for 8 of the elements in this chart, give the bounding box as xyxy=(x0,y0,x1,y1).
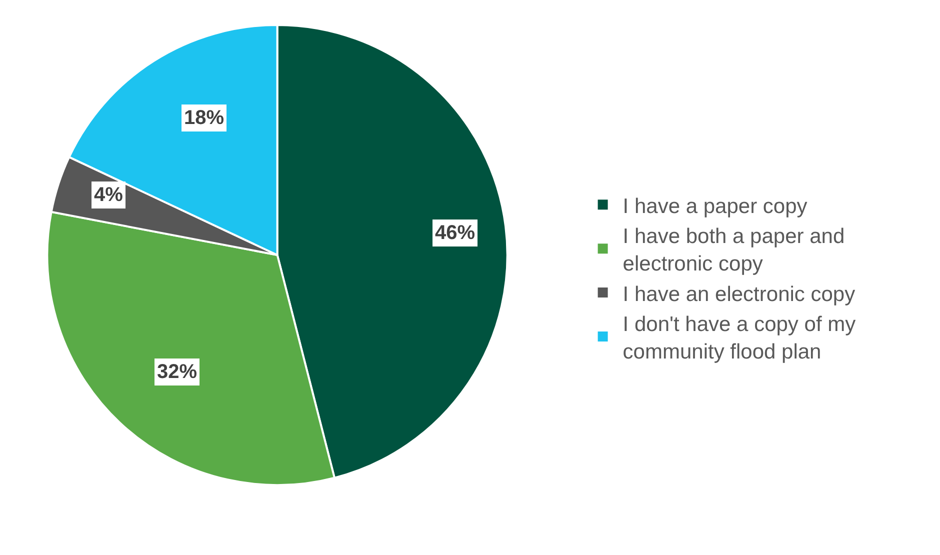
data-label: 46% xyxy=(435,222,476,244)
legend-label: I don't have a copy of my community flood plan xyxy=(622,313,856,364)
data-label: 18% xyxy=(184,107,224,129)
legend-label: I have an electronic copy xyxy=(622,282,856,306)
legend-label: I have a paper copy xyxy=(622,194,808,218)
legend-label: I have both a paper and electronic copy xyxy=(622,225,845,276)
data-label: 4% xyxy=(94,184,124,206)
data-label: 32% xyxy=(157,361,198,383)
